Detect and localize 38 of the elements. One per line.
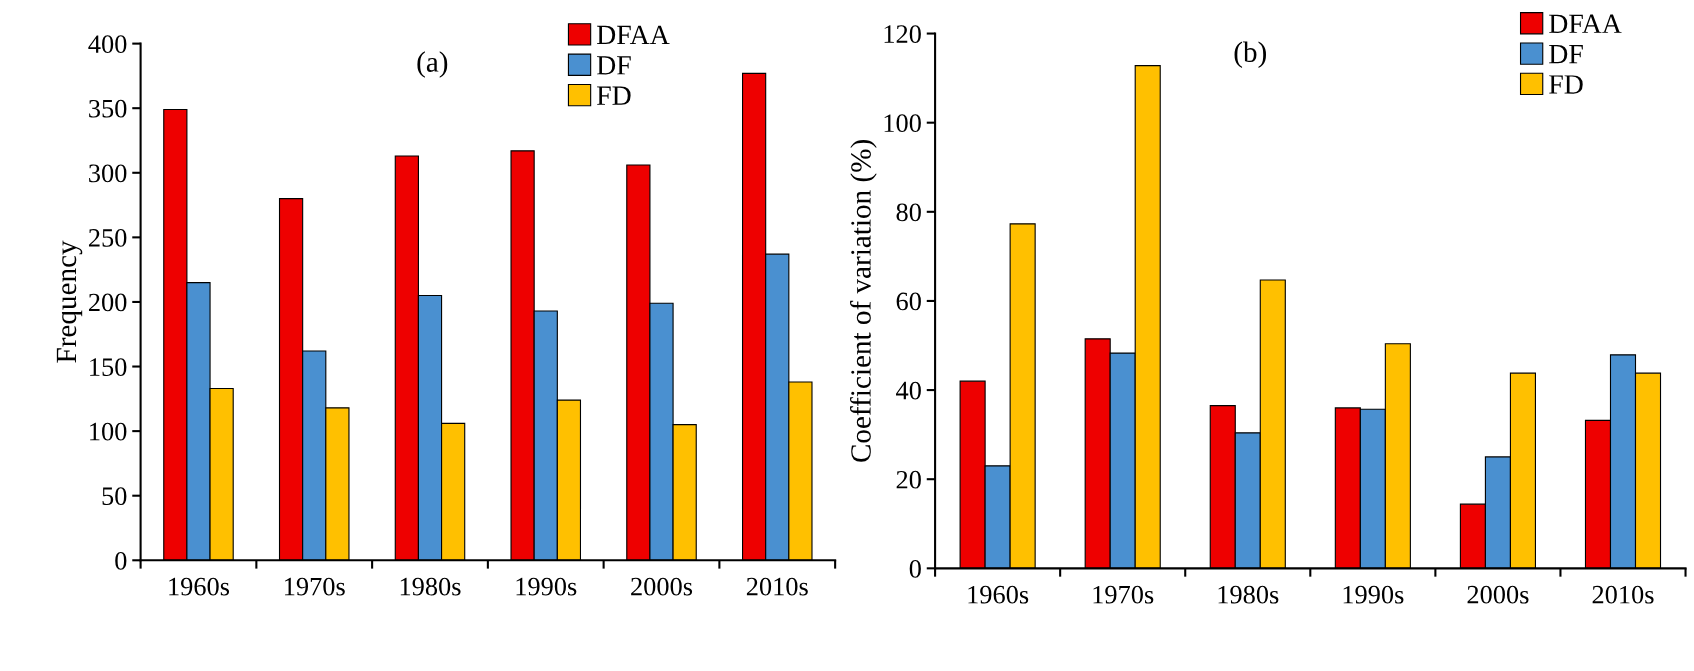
y-axis-title: Frequency <box>56 240 83 363</box>
x-tick-label: 1970s <box>285 577 345 596</box>
x-tick-label: 1990s <box>1343 585 1404 604</box>
y-tick-label: 0 <box>909 559 921 578</box>
x-tick-label: 2010s <box>746 577 808 596</box>
x-tick-label: 1980s <box>1218 585 1279 604</box>
y-tick-label: 350 <box>89 99 127 118</box>
x-tick-label: 2000s <box>1467 585 1529 604</box>
y-tick-label: 80 <box>896 203 921 222</box>
legend-label: DFAA <box>597 25 670 45</box>
y-tick-label: 150 <box>90 358 127 376</box>
x-tick-label: 1960s <box>968 585 1029 604</box>
x-tick-label: 2010s <box>1592 585 1654 604</box>
legend-label: FD <box>597 86 631 105</box>
y-tick-label: 40 <box>896 381 921 400</box>
x-tick-label: 1970s <box>1093 585 1154 604</box>
x-tick-label: 1960s <box>169 577 230 596</box>
chart-title: (b) <box>1234 41 1266 69</box>
y-tick-label: 200 <box>88 293 127 312</box>
y-tick-label: 100 <box>90 422 127 441</box>
x-tick-label: 1990s <box>516 577 577 596</box>
legend-label: DFAA <box>1549 14 1622 33</box>
y-tick-label: 20 <box>896 470 921 489</box>
legend-label: DF <box>1549 45 1583 64</box>
y-tick-label: 250 <box>88 228 127 247</box>
x-tick-label: 1980s <box>400 577 461 596</box>
y-tick-label: 60 <box>896 292 921 311</box>
y-tick-label: 300 <box>89 164 127 183</box>
legend-label: DF <box>597 56 631 75</box>
y-tick-label: 100 <box>884 114 921 133</box>
y-tick-label: 50 <box>102 487 127 506</box>
y-axis-title: Coefficient of variation (%) <box>850 140 877 462</box>
y-tick-label: 400 <box>88 35 127 54</box>
legend-label: FD <box>1549 75 1583 94</box>
y-tick-label: 0 <box>115 551 127 570</box>
chart-title: (a) <box>417 51 448 78</box>
x-tick-label: 2000s <box>631 577 693 596</box>
y-tick-label: 120 <box>884 25 921 43</box>
